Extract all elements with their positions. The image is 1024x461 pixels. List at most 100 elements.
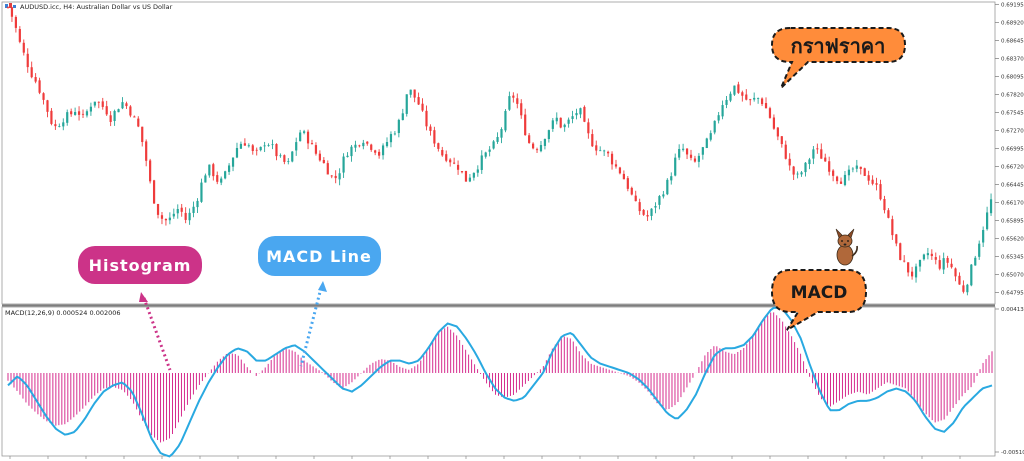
candle-body [385, 142, 389, 147]
candle-body [543, 139, 547, 146]
candle-body [405, 94, 408, 114]
candle-body [693, 158, 697, 162]
candle-body [176, 208, 179, 214]
candle-body [358, 145, 361, 147]
candle-body [303, 131, 306, 133]
candle-body [851, 168, 854, 170]
macd-line [7, 306, 993, 458]
candle-body [429, 126, 432, 131]
candle-body [117, 109, 120, 113]
candle-body [326, 163, 329, 175]
candle-body [85, 111, 89, 116]
price-axis-tick-label: 0.66445 [1001, 182, 1024, 188]
callout-macd: MACD [770, 269, 868, 331]
candle-body [425, 110, 428, 127]
candle-body [595, 145, 598, 151]
price-axis-tick-label: 0.66170 [1001, 200, 1024, 206]
candle-body [287, 161, 290, 162]
candle-body [374, 150, 377, 153]
candle-body [966, 284, 969, 293]
candle-body [832, 170, 835, 176]
candle-body [847, 169, 851, 176]
candle-body [101, 101, 104, 107]
candle-body [152, 180, 156, 204]
candle-body [97, 101, 100, 103]
candle-body [164, 218, 168, 221]
price-axis-tick-label: 0.66720 [1001, 164, 1024, 170]
candle-body [733, 85, 736, 95]
candle-body [109, 115, 112, 122]
candle-body [330, 175, 333, 177]
candle-body [378, 151, 381, 156]
candle-body [757, 98, 760, 99]
candle-body [705, 138, 708, 149]
candle-body [393, 133, 397, 135]
candle-body [318, 153, 321, 161]
candle-body [630, 187, 633, 195]
candle-body [453, 162, 456, 164]
candle-body [662, 194, 665, 197]
candle-body [184, 212, 187, 220]
candle-body [784, 144, 787, 159]
candle-body [291, 151, 294, 162]
candle-body [634, 195, 637, 202]
candle-body [555, 117, 558, 122]
price-axis-tick-label: 0.67545 [1001, 110, 1024, 116]
candle-body [575, 113, 578, 116]
candle-body [800, 172, 803, 175]
candle-body [824, 157, 827, 162]
candle-body [579, 108, 582, 115]
candle-body [247, 145, 250, 147]
candle-body [310, 143, 314, 145]
candle-body [626, 178, 629, 189]
candle-body [42, 93, 45, 100]
candle-body [950, 263, 953, 268]
macd-axis-tick-label: 0.00413 [1001, 307, 1024, 313]
candle-body [66, 112, 69, 123]
callout-histogram: Histogram [78, 246, 202, 284]
candle-body [571, 116, 574, 119]
candle-body [508, 96, 511, 110]
candle-body [172, 213, 175, 217]
candle-body [441, 149, 444, 156]
candle-body [460, 171, 464, 173]
candle-body [160, 215, 164, 219]
candle-body [34, 77, 37, 82]
candle-body [603, 150, 606, 152]
candle-body [145, 141, 148, 161]
candle-body [859, 166, 862, 169]
price-axis-tick-label: 0.68645 [1001, 38, 1024, 44]
price-axis-tick-label: 0.65895 [1001, 218, 1024, 224]
candle-body [610, 153, 614, 165]
candle-body [14, 17, 17, 28]
macd-line-pointer-arrow [299, 281, 327, 367]
candle-body [342, 156, 345, 173]
candle-body [77, 111, 81, 115]
candle-body [472, 172, 475, 178]
candle-body [547, 130, 550, 140]
candle-body [350, 146, 353, 157]
candle-body [18, 29, 21, 42]
candle-body [362, 142, 365, 147]
price-axis-tick-label: 0.65620 [1001, 236, 1024, 242]
candle-body [835, 176, 839, 182]
candle-body [843, 174, 847, 186]
macd-axis-tick-label: -0.00510 [1001, 450, 1024, 456]
window-icon [5, 3, 16, 8]
candle-body [820, 149, 823, 159]
candle-body [496, 137, 499, 142]
candle-body [449, 159, 452, 163]
candle-body [279, 155, 282, 157]
candle-body [670, 176, 673, 181]
candle-body [776, 127, 779, 137]
candle-body [251, 145, 254, 152]
candle-body [259, 146, 262, 151]
candle-body [685, 148, 689, 155]
candle-body [721, 105, 724, 117]
candle-body [180, 207, 183, 212]
candle-body [224, 171, 227, 179]
candle-body [433, 130, 436, 144]
candle-body [989, 199, 993, 214]
candle-body [413, 89, 416, 98]
candle-body [982, 229, 985, 243]
